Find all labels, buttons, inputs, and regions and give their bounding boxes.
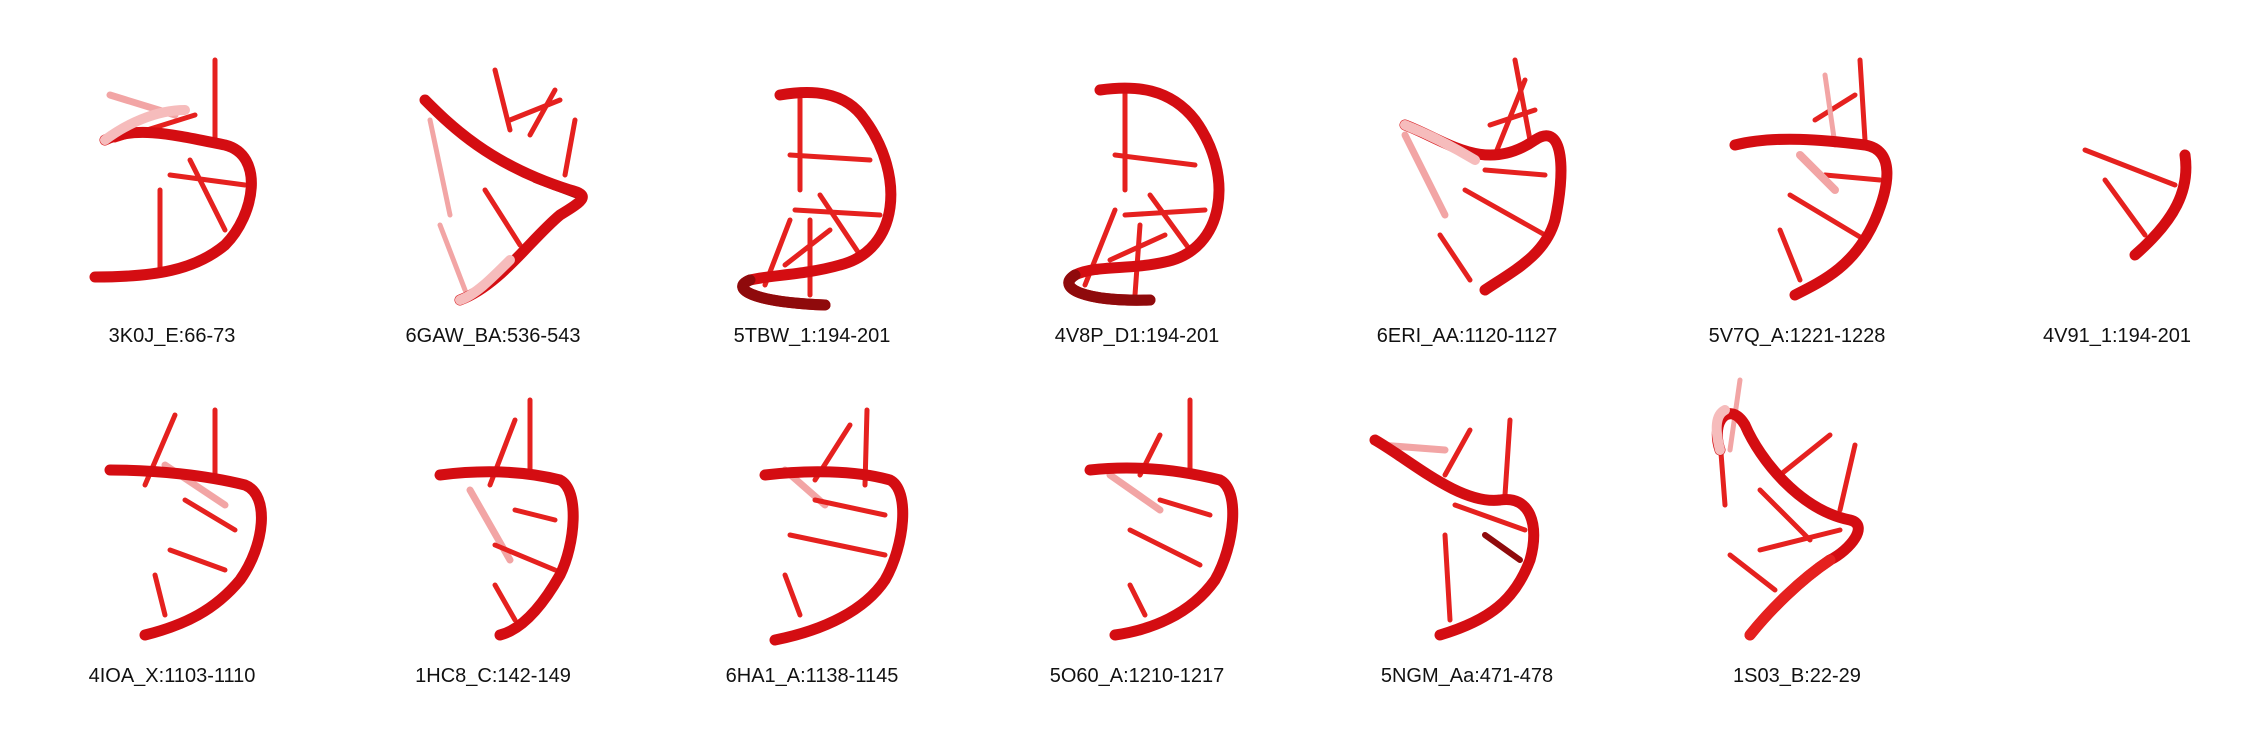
structure-label: 3K0J_E:66-73 [109,325,236,347]
structure-label: 6ERI_AA:1120-1127 [1377,325,1558,347]
structure-1hc8-c [434,397,579,641]
structure-label: 4V91_1:194-201 [2043,325,2191,347]
structure-6ha1-a [759,407,909,646]
structure-label: 4IOA_X:1103-1110 [89,665,256,687]
structure-3k0j-e [89,57,257,283]
structure-label: 6HA1_A:1138-1145 [726,665,899,687]
structure-label: 5O60_A:1210-1217 [1050,665,1225,687]
structure-6gaw-ba [419,67,588,306]
structure-5tbw-1 [737,87,897,311]
structure-4ioa-x [104,407,267,641]
structure-label: 5NGM_Aa:471-478 [1381,665,1553,687]
structure-label: 5V7Q_A:1221-1228 [1709,325,1886,347]
structure-1s03-b [1711,377,1864,641]
structure-5v7q-a [1729,57,1893,301]
structure-label: 6GAW_BA:536-543 [406,325,581,347]
structure-label: 1S03_B:22-29 [1733,665,1861,687]
structure-4v8p-d1 [1063,82,1225,306]
structure-5ngm-aa [1369,417,1540,641]
structure-label: 4V8P_D1:194-201 [1055,325,1220,347]
structure-6eri-aa [1399,57,1567,296]
structure-4v91-1 [2082,147,2192,261]
structure-5o60-a [1084,397,1239,641]
structure-label: 1HC8_C:142-149 [415,665,571,687]
structure-label: 5TBW_1:194-201 [734,325,891,347]
